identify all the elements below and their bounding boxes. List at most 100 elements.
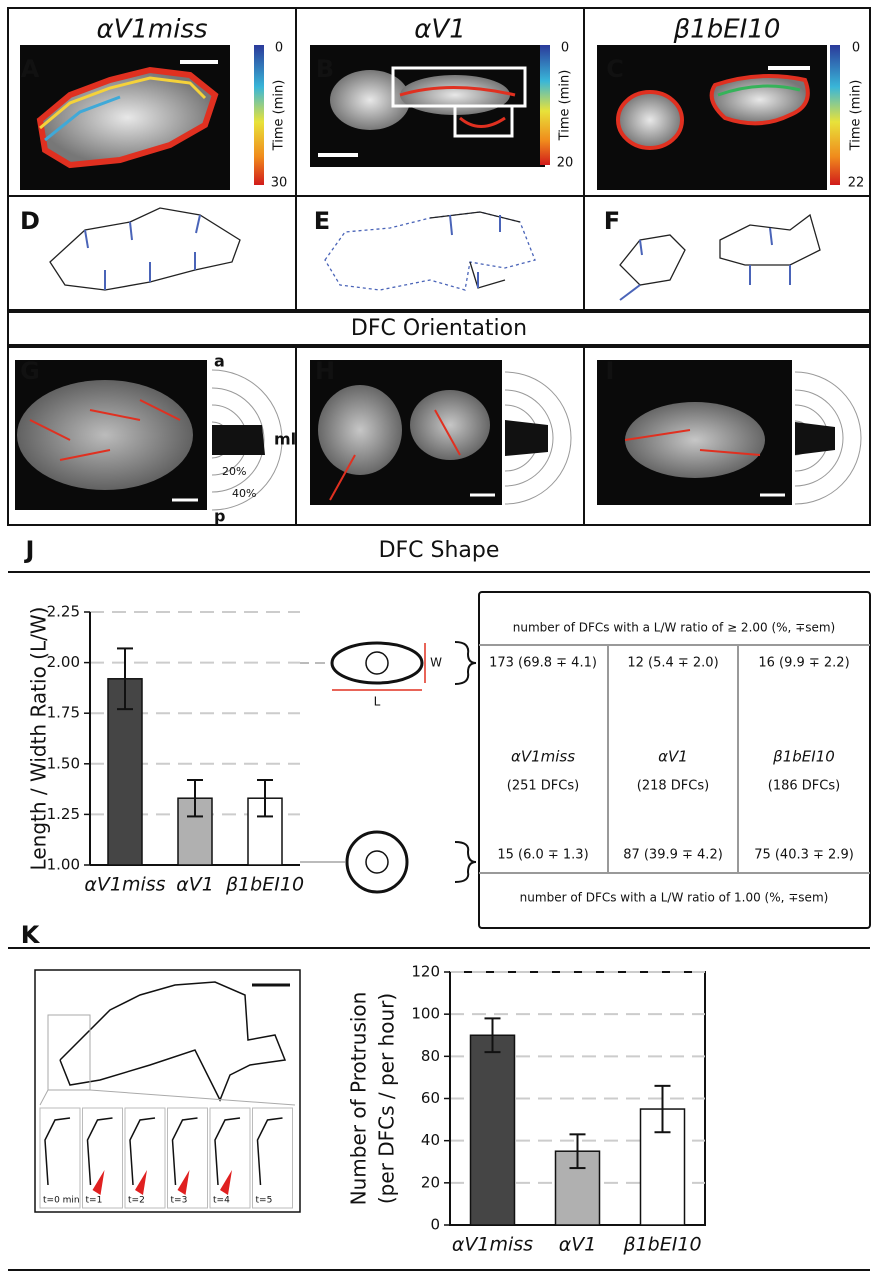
table-cell: 173 (69.8 ∓ 4.1) <box>489 656 597 671</box>
timeline-outline <box>129 1117 156 1186</box>
panel-label: F <box>604 207 620 235</box>
error-bar <box>569 1133 586 1170</box>
polar-label: a <box>214 352 225 371</box>
colorbar-caption: Time (min) <box>272 80 287 152</box>
timeline-label: t=3 <box>171 1196 188 1206</box>
outline-sketches <box>49 207 821 301</box>
y-tick-label: 60 <box>421 1089 440 1107</box>
panel-title: αV1miss <box>96 15 207 45</box>
colorbar-label: 22 <box>848 176 865 191</box>
timeline-frame <box>124 1107 166 1209</box>
table-cell: (251 DFCs) <box>507 779 579 794</box>
timeline-frames: t=0 min t=1 t=2 t=3 t=4 t=5 <box>39 1107 293 1209</box>
protrusion <box>135 1170 147 1195</box>
timeline-label: t=0 min <box>43 1196 80 1206</box>
panel-title: αV1 <box>414 15 465 45</box>
timeline-outline <box>214 1117 241 1186</box>
timeline-frame <box>252 1107 293 1209</box>
table-cell: (186 DFCs) <box>768 779 840 794</box>
panel-label: G <box>20 357 40 385</box>
section-title: DFC Orientation <box>351 316 527 341</box>
icon-label: L <box>374 695 381 709</box>
panel-label: C <box>606 55 624 83</box>
micrograph-a <box>20 45 230 190</box>
y-tick-label: 1.75 <box>47 704 80 722</box>
panel-frames <box>7 7 871 526</box>
timeline-label: t=4 <box>213 1196 230 1206</box>
timeline-frame <box>39 1107 81 1209</box>
bar <box>247 797 283 866</box>
y-tick-label: 80 <box>421 1047 440 1065</box>
table-cell: αV1 <box>658 748 688 766</box>
table-header: number of DFCs with a L/W ratio of ≥ 2.0… <box>513 621 836 635</box>
table-cell: 87 (39.9 ∓ 4.2) <box>623 848 723 863</box>
y-axis-label: Length / Width Ratio (L/W) <box>27 607 51 871</box>
timeline-label: t=1 <box>86 1196 103 1206</box>
panel-label: I <box>606 357 615 385</box>
y-tick-label: 40 <box>421 1131 440 1149</box>
table-cell: αV1miss <box>511 748 575 766</box>
panel-label: B <box>316 55 334 83</box>
section-title: DFC Shape <box>379 538 500 563</box>
timeline-frame <box>167 1107 208 1209</box>
x-tick-label: β1bEI10 <box>622 1234 701 1256</box>
table-cell: 75 (40.3 ∓ 2.9) <box>754 848 854 863</box>
error-bar <box>187 778 203 818</box>
panel-label: A <box>21 55 40 83</box>
x-tick-label: αV1miss <box>452 1234 533 1256</box>
colorbar-label: 0 <box>275 41 283 56</box>
timeline-outline <box>171 1117 198 1186</box>
data-table <box>478 591 871 929</box>
table-cell: 12 (5.4 ∓ 2.0) <box>627 656 718 671</box>
colorbar-label: 20 <box>557 156 574 171</box>
timeline-label: t=2 <box>128 1196 145 1206</box>
polar-label: 20% <box>222 465 246 478</box>
timeline-frame <box>82 1107 123 1209</box>
polar-label: 40% <box>232 487 256 500</box>
y-tick-label: 1.50 <box>47 754 80 772</box>
timeline-label: t=5 <box>256 1196 273 1206</box>
y-tick-label: 2.25 <box>47 603 80 621</box>
x-tick-label: β1bEI10 <box>225 874 304 896</box>
colorbar-label: 0 <box>561 41 569 56</box>
micrograph-c <box>597 45 827 190</box>
shape-icons <box>300 641 477 894</box>
panel-label: D <box>20 207 40 235</box>
x-tick-label: αV1miss <box>84 874 165 896</box>
colorbars <box>254 45 840 185</box>
colorbar-label: 30 <box>271 176 288 191</box>
error-bar <box>257 778 273 818</box>
charts: 1.00 1.25 1.50 1.75 2.00 2.25 αV1miss αV1 β1bEI1… <box>27 603 706 1256</box>
table-cells: 173 (69.8 ∓ 4.1) 12 (5.4 ∓ 2.0) 16 (9.9 ∓ … <box>489 656 854 863</box>
icon-label: W <box>430 656 442 670</box>
y-axis-label: Number of Protrusion <box>347 992 371 1206</box>
micrograph-b <box>310 45 545 167</box>
x-tick-label: αV1 <box>176 874 214 896</box>
panel-title: β1bEI10 <box>673 15 781 45</box>
y-tick-label: 2.00 <box>47 653 80 671</box>
protrusion <box>177 1170 190 1195</box>
timeline-outline <box>256 1117 283 1186</box>
protrusion-sketch: t=0 min t=1 t=2 t=3 t=4 t=5 <box>34 969 301 1213</box>
table-footer: number of DFCs with a L/W ratio of 1.00 … <box>520 891 829 905</box>
table-cell: β1bEI10 <box>772 748 835 766</box>
polar-label: ml <box>274 430 296 449</box>
colorbar-caption: Time (min) <box>849 80 864 152</box>
panel-label: K <box>21 921 41 949</box>
panel-label: E <box>314 207 330 235</box>
error-bar <box>117 647 133 711</box>
colorbar-label: 0 <box>852 41 860 56</box>
y-tick-label: 100 <box>411 1005 440 1023</box>
x-tick-label: αV1 <box>559 1234 597 1256</box>
y-tick-label: 1.25 <box>47 805 80 823</box>
timeline-outline <box>44 1117 71 1186</box>
y-axis-label: (per DFCs / per hour) <box>375 993 399 1204</box>
panel-label: J <box>24 536 35 564</box>
y-tick-label: 20 <box>421 1173 440 1191</box>
orientation-micrographs <box>15 360 792 510</box>
table-cell: (218 DFCs) <box>637 779 709 794</box>
timeline-frame <box>209 1107 251 1209</box>
colorbar-caption: Time (min) <box>558 70 573 142</box>
rose-diagrams <box>211 369 862 511</box>
y-tick-label: 1.00 <box>47 856 80 874</box>
